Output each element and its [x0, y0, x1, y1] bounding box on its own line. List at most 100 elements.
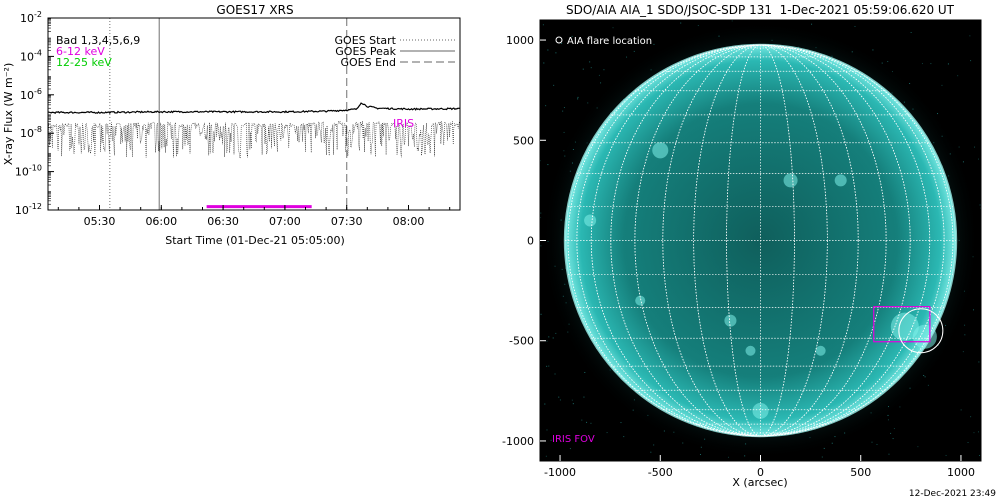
- longitude-line: [567, 44, 954, 437]
- left-x-tick-label: 07:30: [331, 215, 363, 228]
- noise-pixel: [890, 432, 892, 434]
- noise-pixel: [540, 313, 542, 315]
- longitude-line: [662, 44, 859, 437]
- noise-pixel: [815, 47, 817, 49]
- noise-pixel: [572, 148, 574, 150]
- left-y-tick-exponent: -12: [29, 202, 42, 211]
- noise-pixel: [561, 268, 563, 270]
- noise-pixel: [546, 340, 548, 342]
- noise-pixel: [571, 35, 573, 37]
- legend-6-12-kev: 6-12 keV: [56, 45, 105, 58]
- noise-pixel: [921, 63, 923, 65]
- noise-pixel: [871, 441, 873, 443]
- noise-pixel: [923, 375, 925, 377]
- noise-pixel: [553, 84, 555, 86]
- noise-pixel: [888, 406, 890, 408]
- noise-pixel: [977, 431, 979, 433]
- left-y-tick-base: 10: [20, 12, 34, 25]
- right-y-ticks: -1000 -500 0 500 1000: [502, 34, 546, 448]
- active-region: [724, 314, 737, 327]
- noise-pixel: [603, 69, 605, 71]
- noise-pixel: [700, 446, 702, 448]
- noise-pixel: [563, 107, 565, 109]
- noise-pixel: [582, 68, 584, 70]
- noise-pixel: [673, 431, 675, 433]
- right-y-tick-label: -500: [509, 335, 534, 348]
- noise-pixel: [960, 409, 962, 411]
- legend-12-25-kev: 12-25 keV: [56, 56, 112, 69]
- noise-pixel: [909, 387, 911, 389]
- left-chart-title: GOES17 XRS: [216, 3, 293, 17]
- noise-pixel: [821, 456, 823, 458]
- noise-pixel: [581, 419, 583, 421]
- noise-pixel: [680, 22, 682, 24]
- left-plot-area: [47, 18, 461, 210]
- noise-pixel: [937, 113, 939, 115]
- noise-pixel: [872, 49, 874, 51]
- noise-pixel: [663, 430, 665, 432]
- noise-pixel: [647, 414, 649, 416]
- noise-pixel: [540, 212, 542, 214]
- noise-pixel: [823, 447, 825, 449]
- noise-pixel: [870, 412, 872, 414]
- left-y-tick-label: 10-12: [15, 202, 42, 217]
- aia-image-chart: SDO/AIA AIA_1 SDO/JSOC-SDP 131 1-Dec-202…: [502, 3, 982, 489]
- noise-pixel: [977, 158, 979, 160]
- noise-pixel: [969, 35, 971, 37]
- right-y-tick-label: 500: [513, 134, 534, 147]
- noise-pixel: [727, 456, 729, 458]
- left-y-tick-label: 10-4: [20, 48, 42, 63]
- noise-pixel: [590, 67, 592, 69]
- noise-pixel: [571, 162, 573, 164]
- noise-pixel: [545, 455, 547, 457]
- noise-pixel: [831, 55, 833, 57]
- noise-pixel: [910, 32, 912, 34]
- noise-pixel: [561, 42, 563, 44]
- noise-pixel: [540, 245, 542, 247]
- active-region: [890, 312, 919, 341]
- noise-pixel: [590, 422, 592, 424]
- longitude-line: [610, 44, 911, 437]
- noise-pixel: [543, 62, 545, 64]
- flare-legend-circle-icon: [555, 36, 563, 44]
- noise-pixel: [947, 63, 949, 65]
- noise-pixel: [544, 403, 546, 405]
- noise-pixel: [958, 146, 960, 148]
- flare-location-circle: [898, 308, 944, 354]
- right-x-ticks: -1000 -500 0 500 1000: [544, 455, 975, 479]
- noise-pixel: [958, 239, 960, 241]
- noise-pixel: [633, 399, 635, 401]
- noise-pixel: [887, 419, 889, 421]
- noise-pixel: [583, 396, 585, 398]
- legend-goes-end: GOES End: [340, 56, 396, 69]
- flare-legend-label: AIA flare location: [567, 36, 652, 47]
- right-x-tick-label: 1000: [947, 466, 975, 479]
- noise-pixel: [887, 414, 889, 416]
- noise-pixel: [972, 256, 974, 258]
- noise-pixel: [697, 25, 699, 27]
- left-y-tick-base: 10: [20, 89, 34, 102]
- active-regions: [584, 142, 937, 419]
- noise-pixel: [912, 108, 914, 110]
- right-chart-title: SDO/AIA AIA_1 SDO/JSOC-SDP 131 1-Dec-202…: [566, 3, 955, 17]
- noise-pixel: [577, 98, 579, 100]
- noise-pixel: [903, 101, 905, 103]
- noise-pixel: [811, 23, 813, 25]
- noise-pixel: [600, 82, 602, 84]
- noise-pixel: [562, 295, 564, 297]
- left-x-ticks: 05:30 06:00 06:30 07:00 07:30 08:00: [57, 205, 451, 228]
- footer-timestamp: 12-Dec-2021 23:49: [909, 489, 996, 499]
- noise-pixel: [930, 63, 932, 65]
- active-region: [834, 174, 847, 187]
- right-y-tick-label: 0: [527, 235, 534, 248]
- left-x-tick-label: 06:00: [145, 215, 177, 228]
- noise-pixel: [584, 371, 586, 373]
- noise-pixel: [704, 438, 706, 440]
- noise-pixel: [546, 365, 548, 367]
- noise-pixel: [892, 438, 894, 440]
- noise-pixel: [948, 175, 950, 177]
- noise-pixel: [540, 160, 542, 162]
- active-region: [652, 142, 669, 159]
- left-y-tick-exponent: -4: [34, 48, 42, 57]
